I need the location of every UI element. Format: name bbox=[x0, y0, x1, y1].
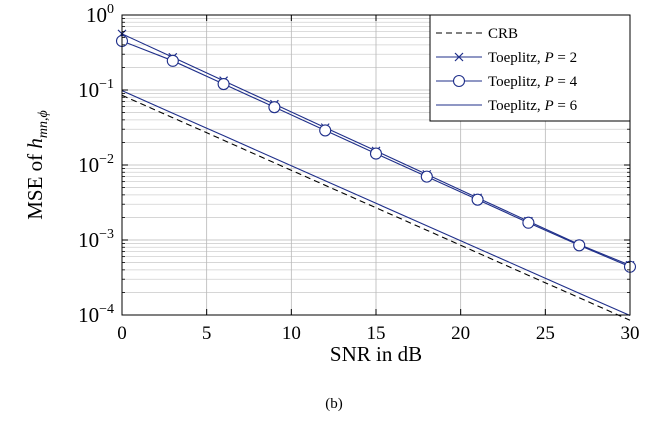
series-layer bbox=[115, 29, 637, 321]
data-point bbox=[319, 124, 332, 137]
legend-label-variable: P bbox=[543, 50, 553, 66]
figure-caption: (b) bbox=[325, 396, 343, 412]
data-point bbox=[369, 147, 383, 160]
data-point bbox=[573, 239, 586, 252]
x-tick-label: 15 bbox=[367, 323, 386, 344]
legend-entry-3: Toeplitz, P = 6 bbox=[436, 98, 578, 114]
y-tick-label: 100 bbox=[86, 2, 114, 27]
data-point bbox=[166, 54, 179, 67]
data-point bbox=[522, 216, 535, 229]
x-tick-label: 0 bbox=[117, 323, 127, 344]
legend-label-variable: P bbox=[543, 98, 553, 114]
y-tick-label: 10−1 bbox=[78, 77, 114, 102]
data-point bbox=[268, 101, 281, 114]
y-tick-label: 10−3 bbox=[78, 227, 114, 252]
legend-box bbox=[429, 14, 631, 122]
legend-label: Toeplitz, P = 2 bbox=[488, 50, 577, 66]
x-axis-label: SNR in dB bbox=[330, 342, 422, 366]
data-point bbox=[420, 170, 433, 183]
x-tick-label: 30 bbox=[621, 323, 640, 344]
x-tick-labels: 0 5 10 15 20 25 30 bbox=[117, 323, 639, 344]
legend-entry-1: Toeplitz, P = 2 bbox=[436, 50, 577, 66]
y-tick-label: 10−4 bbox=[78, 302, 114, 327]
y-tick-labels: 100 10−1 10−2 10−3 10−4 bbox=[78, 2, 114, 327]
y-axis-label-subscript: mn,ϕ bbox=[36, 110, 51, 138]
y-tick-exponent: −4 bbox=[99, 302, 114, 317]
mse-chart: 0 5 10 15 20 25 30 100 10−1 10−2 10−3 10−4 SNR in … bbox=[23, 2, 640, 366]
y-tick-label: 10−2 bbox=[78, 152, 114, 177]
legend: CRB Toeplitz, P = 2 Toeplitz, P = 4 Toeplit… bbox=[429, 14, 631, 122]
legend-swatch-marker bbox=[454, 52, 464, 62]
legend-label-variable: P bbox=[543, 74, 553, 90]
legend-swatch-marker bbox=[452, 74, 466, 88]
x-tick-label: 25 bbox=[536, 323, 555, 344]
legend-entry-2: Toeplitz, P = 4 bbox=[436, 74, 578, 90]
legend-entry-0: CRB bbox=[436, 26, 518, 42]
series-3 bbox=[121, 90, 631, 316]
series-line-0 bbox=[121, 94, 631, 321]
data-point bbox=[471, 193, 484, 206]
legend-label: Toeplitz, P = 4 bbox=[488, 74, 578, 90]
y-tick-exponent: −2 bbox=[99, 152, 114, 167]
x-tick-label: 10 bbox=[282, 323, 301, 344]
data-point bbox=[217, 78, 230, 91]
y-tick-exponent: 0 bbox=[107, 2, 114, 17]
y-tick-exponent: −3 bbox=[99, 227, 114, 242]
x-marker-stroke bbox=[454, 52, 464, 62]
x-tick-label: 20 bbox=[451, 323, 470, 344]
series-2 bbox=[115, 34, 637, 273]
legend-label: CRB bbox=[488, 26, 518, 42]
y-axis-label-symbol: h bbox=[23, 138, 47, 149]
x-tick-label: 5 bbox=[202, 323, 212, 344]
y-tick-exponent: −1 bbox=[99, 77, 114, 92]
legend-label: Toeplitz, P = 6 bbox=[488, 98, 578, 114]
series-0 bbox=[121, 94, 631, 321]
y-axis-label: MSE of hmn,ϕ bbox=[23, 110, 51, 220]
series-line-3 bbox=[121, 90, 631, 316]
